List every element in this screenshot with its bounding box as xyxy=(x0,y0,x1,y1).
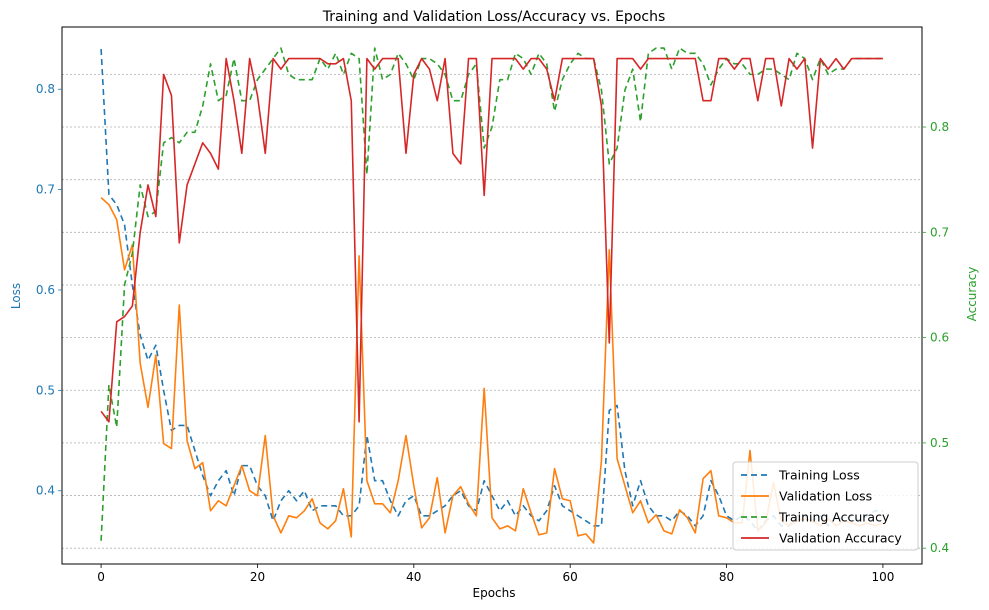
series-line-validation-accuracy xyxy=(100,57,883,423)
y-left-tick-label: 0.7 xyxy=(36,183,55,197)
y-left-tick-label: 0.6 xyxy=(36,283,55,297)
legend-label: Validation Accuracy xyxy=(779,531,902,546)
chart-title: Training and Validation Loss/Accuracy vs… xyxy=(322,9,666,25)
y-left-tick-label: 0.5 xyxy=(36,383,55,397)
y-right-tick-label: 0.8 xyxy=(930,120,949,134)
y-axis-right: 0.4 0.5 0.6 0.7 0.8 xyxy=(922,120,949,555)
y-right-tick-label: 0.4 xyxy=(930,541,949,555)
x-tick-label: 40 xyxy=(406,570,421,584)
y-axis-left-title: Loss xyxy=(9,283,23,309)
grid-lines xyxy=(62,73,922,549)
x-axis-title: Epochs xyxy=(473,586,516,600)
y-axis-left: 0.4 0.5 0.6 0.7 0.8 xyxy=(36,82,62,498)
y-left-tick-label: 0.4 xyxy=(36,484,55,498)
legend-label: Training Loss xyxy=(778,468,860,483)
legend: Training Loss Validation Loss Training Acc… xyxy=(732,461,919,551)
y-axis-right-title: Accuracy xyxy=(965,267,979,322)
x-tick-label: 100 xyxy=(871,570,894,584)
y-right-tick-label: 0.6 xyxy=(930,331,949,345)
y-right-tick-label: 0.7 xyxy=(930,225,949,239)
x-tick-label: 20 xyxy=(250,570,265,584)
legend-box xyxy=(732,461,919,551)
plot-frame xyxy=(61,26,923,565)
x-axis: 0 20 40 60 80 100 xyxy=(97,564,894,584)
legend-label: Training Accuracy xyxy=(778,510,890,525)
x-tick-label: 80 xyxy=(719,570,734,584)
y-left-tick-label: 0.8 xyxy=(36,82,55,96)
y-right-tick-label: 0.5 xyxy=(930,436,949,450)
x-tick-label: 0 xyxy=(97,570,105,584)
series-line-training-loss xyxy=(100,49,883,532)
x-tick-label: 60 xyxy=(563,570,578,584)
legend-label: Validation Loss xyxy=(779,489,872,504)
